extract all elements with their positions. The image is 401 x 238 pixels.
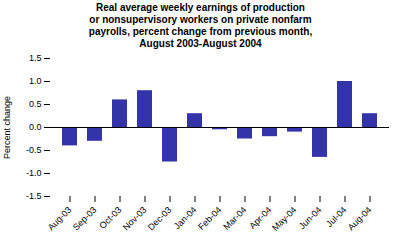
html-text:Real average weekly earnings o: Real average weekly earnings of producti… xyxy=(88,2,313,49)
svg-text:Dec-03: Dec-03 xyxy=(146,205,174,233)
svg-text:Sep-03: Sep-03 xyxy=(71,205,99,233)
svg-text:Jan-04: Jan-04 xyxy=(172,205,199,232)
svg-text:Nov-03: Nov-03 xyxy=(121,205,149,233)
svg-text:Oct-03: Oct-03 xyxy=(97,205,123,231)
svg-text:-1.5: -1.5 xyxy=(26,191,42,201)
svg-text:Jun-04: Jun-04 xyxy=(297,205,324,232)
svg-text:-0.5: -0.5 xyxy=(26,145,42,155)
svg-text:Percent change: Percent change xyxy=(2,96,12,159)
svg-text:0.0: 0.0 xyxy=(29,122,42,132)
svg-text:Aug-04: Aug-04 xyxy=(346,205,374,233)
svg-text:Jul-04: Jul-04 xyxy=(324,204,349,230)
svg-text:1.0: 1.0 xyxy=(29,76,42,86)
svg-text:-1.0: -1.0 xyxy=(26,168,42,178)
svg-text:Aug-03: Aug-03 xyxy=(46,205,74,233)
svg-text:Mar-04: Mar-04 xyxy=(221,205,248,232)
svg-text:0.5: 0.5 xyxy=(29,99,42,109)
svg-text:Apr-04: Apr-04 xyxy=(247,205,273,231)
svg-text:May-04: May-04 xyxy=(270,205,298,233)
svg-text:1.5: 1.5 xyxy=(29,53,42,63)
svg-text:Feb-04: Feb-04 xyxy=(196,205,223,232)
